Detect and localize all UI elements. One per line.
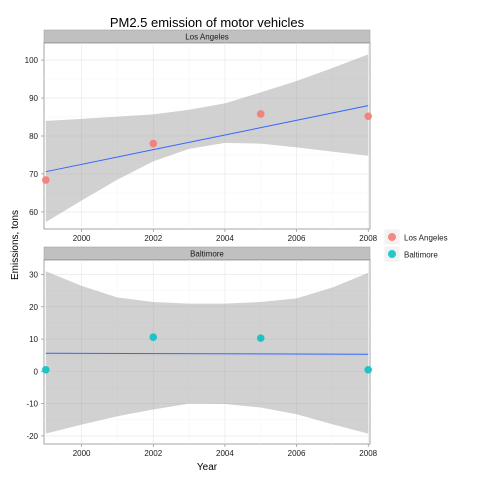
confidence-band-baltimore: [45, 271, 369, 434]
x-tick-label: 2004: [216, 449, 234, 458]
data-point-baltimore: [256, 334, 265, 342]
strip-label-baltimore: Baltimore: [190, 250, 224, 259]
data-point-los-angeles: [256, 110, 265, 118]
y-tick-label: 90: [29, 94, 38, 103]
x-tick-label: 2006: [288, 449, 306, 458]
x-tick-label: 2008: [359, 449, 377, 458]
y-tick-label: 10: [29, 335, 38, 344]
y-tick-label: -20: [26, 432, 38, 441]
x-tick-label: 2000: [73, 234, 91, 243]
data-point-baltimore: [149, 333, 158, 341]
x-tick-label: 2006: [288, 234, 306, 243]
data-point-los-angeles: [41, 176, 50, 184]
x-tick-label: 2000: [73, 449, 91, 458]
y-tick-label: 70: [29, 170, 38, 179]
trend-line-los-angeles: [45, 105, 369, 173]
x-tick-label: 2002: [144, 449, 162, 458]
y-tick-label: 30: [29, 271, 38, 280]
data-point-baltimore: [41, 365, 50, 374]
x-axis-title: Year: [197, 462, 218, 473]
x-tick-label: 2002: [144, 234, 162, 243]
x-tick-label: 2004: [216, 234, 234, 243]
legend-marker-baltimore: [388, 250, 396, 258]
legend: Los Angeles Baltimore: [383, 228, 448, 263]
y-tick-label: -10: [26, 400, 38, 409]
legend-label-baltimore: Baltimore: [404, 251, 438, 260]
strip-label-los-angeles: Los Angeles: [185, 33, 229, 42]
y-tick-label: 60: [29, 208, 38, 217]
panel-baltimore: Baltimore -20 -10 0 10 20 30 2000 2002 2004 2006 20…: [26, 246, 378, 458]
y-axis-title: Emissions, tons: [10, 210, 21, 280]
y-tick-label: 20: [29, 303, 38, 312]
legend-label-los-angeles: Los Angeles: [404, 234, 448, 243]
trend-line-baltimore: [45, 352, 369, 355]
data-point-baltimore: [364, 365, 373, 374]
x-tick-label: 2008: [359, 234, 377, 243]
panel-los-angeles: Los Angeles 60 70 80 90 100 2000 2002 2004 2006 20…: [25, 29, 378, 243]
y-tick-label: 0: [34, 367, 39, 376]
y-tick-label: 80: [29, 132, 38, 141]
y-tick-label: 100: [25, 56, 39, 65]
legend-marker-los-angeles: [388, 233, 396, 241]
data-point-los-angeles: [364, 112, 373, 121]
data-point-los-angeles: [149, 139, 158, 148]
chart-title: PM2.5 emission of motor vehicles: [110, 15, 305, 30]
